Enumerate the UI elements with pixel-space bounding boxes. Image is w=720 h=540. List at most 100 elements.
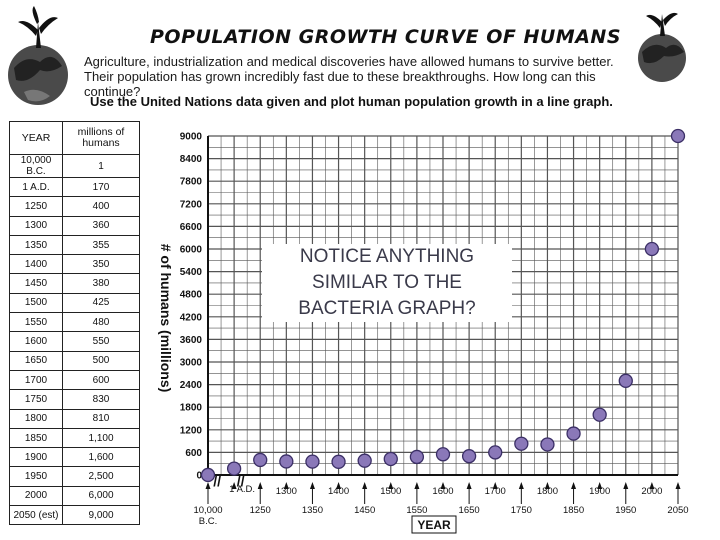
x-tick-arrow-head	[257, 482, 263, 489]
y-tick-label: 6600	[180, 222, 203, 233]
y-tick-label: 3000	[180, 358, 203, 369]
x-tick-label-line: 10,000	[193, 505, 222, 516]
data-point	[331, 454, 346, 469]
table-row: 1550 480	[9, 312, 140, 333]
data-point	[305, 454, 320, 469]
x-tick-arrow-head	[231, 482, 237, 489]
population-data-table: YEAR millions of humans 10,000 B.C. 1 1 A.…	[9, 121, 140, 526]
x-tick-label: 1500	[380, 486, 401, 497]
tree-globe-icon-right	[638, 12, 686, 82]
y-tick-label: 600	[185, 448, 202, 459]
table-row: 1250 400	[9, 196, 140, 217]
table-cell-population: 9,000	[62, 505, 140, 526]
data-point	[279, 454, 294, 469]
x-axis-label: YEAR	[417, 518, 451, 532]
data-point	[435, 447, 451, 462]
x-tick-label: 1600	[432, 486, 453, 497]
y-tick-label: 1200	[180, 425, 203, 436]
x-axis-label-box	[411, 515, 457, 534]
x-tick-arrow-head	[492, 482, 498, 489]
tree-globe-icon-left	[8, 6, 68, 105]
axis-break-symbol: //	[237, 473, 245, 489]
data-point	[383, 451, 398, 467]
table-header-row: YEAR millions of humans	[9, 121, 140, 155]
y-tick-label: 5400	[180, 267, 203, 278]
x-tick-label: 10,000 B.C.	[193, 505, 222, 527]
axis-break-marks: // //	[213, 473, 244, 489]
x-tick-arrow-head	[675, 482, 681, 489]
table-row: 10,000 B.C. 1	[9, 154, 140, 178]
y-tick-label: 3600	[180, 335, 203, 346]
y-tick-label: 4800	[180, 290, 203, 301]
x-tick-label: 1400	[328, 486, 349, 497]
table-row: 1950 2,500	[9, 466, 140, 487]
y-tick-label: 7800	[180, 177, 203, 188]
page-title: POPULATION GROWTH CURVE OF HUMANS	[150, 26, 622, 48]
x-tick-label: 1 A.D.	[229, 484, 255, 495]
x-tick-label: 2050	[667, 505, 688, 516]
data-point	[540, 437, 555, 452]
x-tick-label: 1550	[406, 505, 427, 516]
x-tick-arrow-head	[205, 482, 211, 489]
x-tick-arrow-head	[597, 482, 603, 489]
data-point	[409, 449, 425, 465]
data-point	[253, 452, 268, 468]
table-row: 1300 360	[9, 215, 140, 236]
data-point	[200, 467, 216, 483]
axis-break-symbol: //	[213, 473, 221, 489]
x-tick-arrow-head	[388, 482, 394, 489]
notice-annotation: NOTICE ANYTHING SIMILAR TO THE BACTERIA …	[262, 244, 512, 322]
y-tick-label: 8400	[180, 154, 203, 165]
x-tick-arrow-head	[440, 482, 446, 489]
instruction-text: Use the United Nations data given and pl…	[90, 94, 613, 109]
x-tick-arrow-head	[414, 482, 420, 489]
intro-text: Agriculture, industrialization and medic…	[84, 54, 614, 99]
x-tick-arrow-head	[362, 482, 368, 489]
table-row: 1800 810	[9, 408, 140, 429]
x-tick-label-line: B.C.	[199, 516, 217, 527]
x-tick-arrow-head	[336, 482, 342, 489]
data-point	[566, 426, 581, 441]
table-row: 2050 (est) 9,000	[9, 505, 140, 526]
x-tick-label: 1850	[563, 505, 584, 516]
x-tick-arrow-head	[466, 482, 472, 489]
y-tick-label: 4200	[180, 312, 203, 323]
y-tick-label: 6000	[180, 245, 203, 256]
x-tick-arrow-head	[309, 482, 315, 489]
x-tick-label: 1350	[302, 505, 323, 516]
table-row: 1450 380	[9, 273, 140, 294]
x-tick-label: 1800	[537, 486, 558, 497]
x-tick-label: 1250	[250, 505, 271, 516]
table-row: 1900 1,600	[9, 447, 140, 468]
data-points	[200, 128, 686, 483]
x-tick-arrow-head	[544, 482, 550, 489]
x-tick-label: 1900	[589, 486, 610, 497]
x-tick-arrow-head	[649, 482, 655, 489]
table-row: 2000 6,000	[9, 485, 140, 507]
table-cell-population: 1,600	[62, 447, 140, 468]
table-row: 1500 425	[9, 292, 140, 314]
x-tick-label: 1700	[485, 486, 506, 497]
x-tick-arrow-head	[283, 482, 289, 489]
table-header-millions: millions of humans	[62, 121, 140, 155]
y-tick-label: 1800	[180, 403, 203, 414]
data-point	[644, 241, 660, 257]
y-tick-labels: 0 600 1200 1800 2400 3000 3600 4200 4800 5400 6000…	[180, 132, 203, 482]
x-tick-label: 2000	[641, 486, 662, 497]
x-tick-labels: 10,000 B.C. 1 A.D. 1250 1300 1350 1400 1450 1500…	[193, 482, 689, 534]
data-point	[670, 128, 686, 144]
y-tick-label: 2400	[180, 380, 203, 391]
data-point	[592, 407, 607, 422]
page-corner-bite	[642, 522, 720, 540]
x-tick-label: 1950	[615, 505, 636, 516]
x-tick-arrow-head	[571, 482, 577, 489]
x-tick-arrow-head	[518, 482, 524, 489]
table-row: 1750 830	[9, 389, 140, 410]
data-point	[488, 445, 503, 460]
x-tick-label: 1650	[459, 505, 480, 516]
data-point	[618, 373, 633, 388]
y-tick-label: 0	[196, 471, 202, 482]
table-row: 1650 500	[9, 350, 140, 371]
